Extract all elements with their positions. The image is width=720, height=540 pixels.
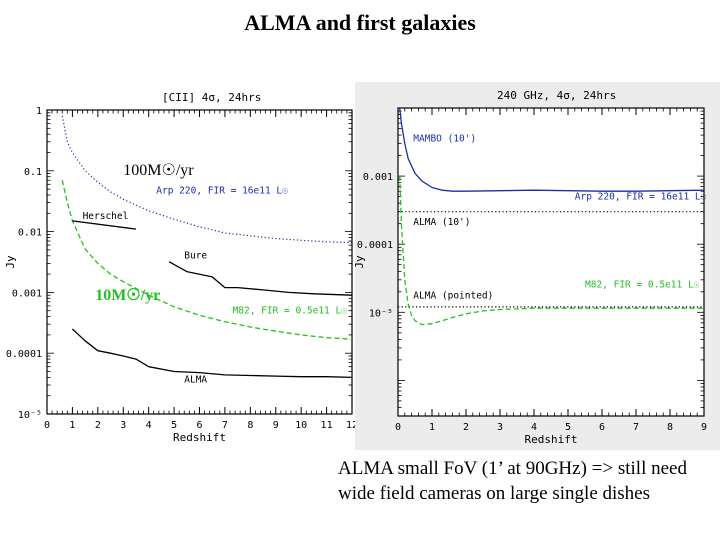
series-line-m82-fir-0-5e11-l xyxy=(61,180,353,340)
x-axis-label: Redshift xyxy=(525,433,578,446)
x-tick-label: 2 xyxy=(95,420,101,431)
x-tick-label: 9 xyxy=(701,422,707,433)
x-tick-label: 7 xyxy=(222,420,228,431)
x-tick-label: 3 xyxy=(497,422,503,433)
x-tick-label: 0 xyxy=(44,420,50,431)
series-label-arp-220-fir-16e11-l: Arp 220, FIR = 16e11 L☉ xyxy=(575,192,707,203)
y-tick-label: 10⁻⁵ xyxy=(369,308,393,319)
x-tick-label: 5 xyxy=(171,420,177,431)
x-tick-label: 11 xyxy=(321,420,333,431)
x-tick-label: 6 xyxy=(196,420,202,431)
x-tick-label: 10 xyxy=(295,420,307,431)
x-tick-label: 6 xyxy=(599,422,605,433)
x-tick-label: 12 xyxy=(346,420,358,431)
series-label-arp-220-fir-16e11-l: Arp 220, FIR = 16e11 L☉ xyxy=(156,186,288,197)
x-tick-label: 1 xyxy=(69,420,75,431)
series-label-herschel: Herschel xyxy=(83,211,129,222)
slide-title: ALMA and first galaxies xyxy=(244,10,476,35)
slide-caption: ALMA small FoV (1’ at 90GHz) => still ne… xyxy=(338,456,720,506)
x-tick-label: 0 xyxy=(395,422,401,433)
x-tick-label: 9 xyxy=(273,420,279,431)
chart-right: 0 1 2 3 4 5 6 7 8 9 0.001 0.0001 10⁻⁵ 240 GHz, 4σ, 24… xyxy=(353,82,720,450)
chart-title: 240 GHz, 4σ, 24hrs xyxy=(497,89,616,102)
y-axis-label: Jy xyxy=(353,255,366,269)
x-axis-label: Redshift xyxy=(173,431,226,444)
x-tick-label: 3 xyxy=(120,420,126,431)
x-tick-label: 4 xyxy=(146,420,152,431)
y-tick-label: 0.001 xyxy=(363,172,393,183)
series-label-mambo-10: MAMBO (10') xyxy=(413,134,476,145)
plot-frame xyxy=(397,107,705,417)
series-line-m82-fir-0-5e11-l xyxy=(399,176,704,326)
y-tick-label: 0.1 xyxy=(24,167,42,178)
y-axis-label: Jy xyxy=(4,255,17,269)
chart-left: 0 1 2 3 4 5 6 7 8 9 10 11 1210.10.010.0010.000110⁻⁵[… xyxy=(4,91,358,444)
series-line-alma xyxy=(71,328,353,379)
plot-frame xyxy=(46,109,353,415)
caption-line-2: wide field cameras on large single dishe… xyxy=(338,483,650,504)
annotation-100m-yr: 100M☉/yr xyxy=(123,162,194,179)
x-tick-label: 8 xyxy=(247,420,253,431)
series-label-m82-fir-0-5e11-l: M82, FIR = 0.5e11 L☉ xyxy=(585,280,700,291)
caption-line-1: ALMA small FoV (1’ at 90GHz) => still ne… xyxy=(338,458,687,479)
y-tick-label: 10⁻⁵ xyxy=(18,410,42,421)
y-tick-label: 0.01 xyxy=(18,228,42,239)
series-label-alma: ALMA xyxy=(184,374,207,385)
x-tick-label: 7 xyxy=(633,422,639,433)
annotation-10m-yr: 10M☉/yr xyxy=(95,287,160,304)
x-tick-label: 4 xyxy=(531,422,537,433)
y-tick-label: 1 xyxy=(36,106,42,117)
y-tick-label: 0.001 xyxy=(12,288,42,299)
x-tick-label: 1 xyxy=(429,422,435,433)
series-label-alma-10: ALMA (10') xyxy=(413,217,470,228)
x-tick-label: 8 xyxy=(667,422,673,433)
series-label-alma-pointed: ALMA (pointed) xyxy=(413,290,493,301)
series-label-bure: Bure xyxy=(184,251,207,262)
series-line-bure xyxy=(168,261,353,296)
y-tick-label: 0.0001 xyxy=(6,349,42,360)
series-line-herschel xyxy=(72,220,137,230)
chart-title: [CII] 4σ, 24hrs xyxy=(162,91,261,104)
y-tick-label: 0.0001 xyxy=(357,240,393,251)
x-tick-label: 2 xyxy=(463,422,469,433)
series-label-m82-fir-0-5e11-l: M82, FIR = 0.5e11 L☉ xyxy=(233,305,348,316)
x-tick-label: 5 xyxy=(565,422,571,433)
series-line-mambo-10 xyxy=(399,107,705,192)
